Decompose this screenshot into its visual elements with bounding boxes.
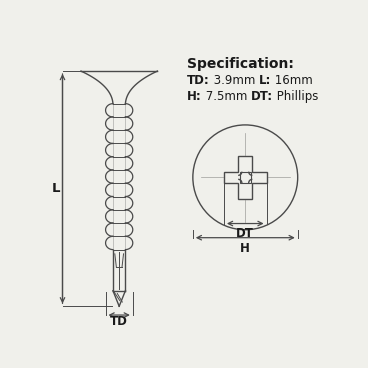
Text: 16mm: 16mm [272,74,313,88]
Text: TD: TD [110,315,128,328]
Text: DT: DT [236,227,254,241]
Text: DT:: DT: [251,91,273,103]
Text: H:: H: [187,91,202,103]
Text: H: H [240,242,250,255]
Text: TD:: TD: [187,74,210,88]
Text: L: L [52,182,60,195]
Text: Specification:: Specification: [187,57,294,71]
Text: Phillips: Phillips [273,91,319,103]
Text: 3.9mm: 3.9mm [210,74,259,88]
Text: 7.5mm: 7.5mm [202,91,251,103]
Text: L:: L: [259,74,272,88]
